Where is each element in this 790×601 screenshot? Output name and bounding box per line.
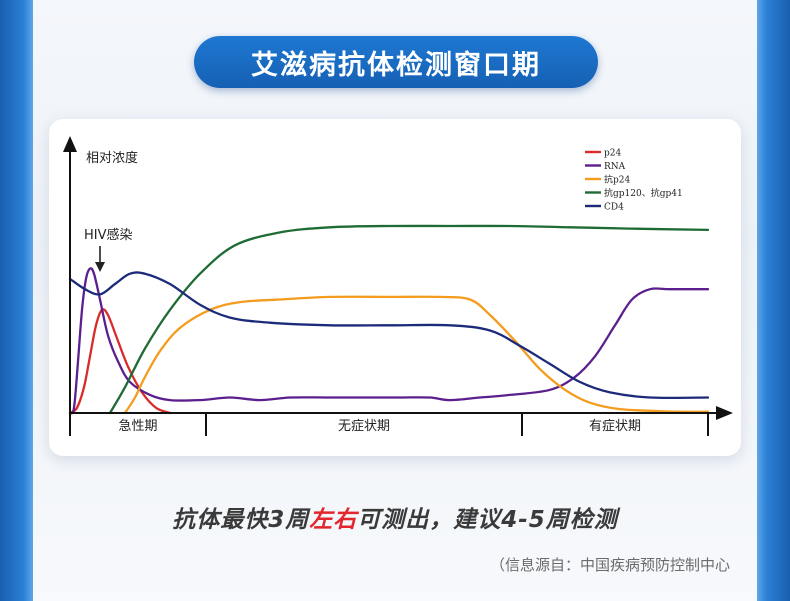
series-line-5 (68, 271, 710, 400)
legend-label-1: p24 (604, 149, 621, 159)
phase-label-2: 无症状期 (338, 419, 390, 434)
series-line-4 (108, 224, 710, 415)
y-axis-label: 相对浓度 (86, 150, 138, 166)
series-line-3 (123, 295, 710, 415)
page-title: 艾滋病抗体检测窗口期 (251, 49, 541, 81)
legend-label-4: 抗gp120、抗gp41 (604, 187, 683, 199)
legend-label-3: 抗p24 (604, 174, 630, 186)
infection-arrow-icon (95, 246, 105, 272)
detection-tagline: 抗体最快3周左右可测出，建议4-5周检测 (0, 500, 790, 534)
right-blue-border (757, 0, 790, 601)
hiv-infection-label: HIV感染 (84, 227, 133, 243)
tagline-highlight: 左右 (309, 507, 358, 533)
phase-labels: 急性期 无症状期 有症状期 (118, 419, 641, 434)
x-axis-arrow-icon (716, 406, 733, 420)
tagline-suffix: 可测出，建议4-5周检测 (357, 507, 618, 533)
phase-label-3: 有症状期 (589, 419, 641, 434)
title-banner: 艾滋病抗体检测窗口期 (194, 36, 598, 88)
y-axis-arrow-icon (63, 136, 77, 152)
tagline-prefix: 抗体最快3周 (172, 507, 310, 533)
axes (63, 136, 733, 436)
legend-label-2: RNA (604, 162, 626, 172)
left-blue-border (0, 0, 33, 601)
series-lines (68, 224, 710, 415)
series-line-2 (68, 267, 710, 415)
source-note: （信息源自：中国疾病预防控制中心 (489, 556, 730, 574)
phase-label-1: 急性期 (118, 419, 157, 434)
series-line-1 (68, 308, 172, 415)
legend-label-5: CD4 (604, 203, 624, 213)
